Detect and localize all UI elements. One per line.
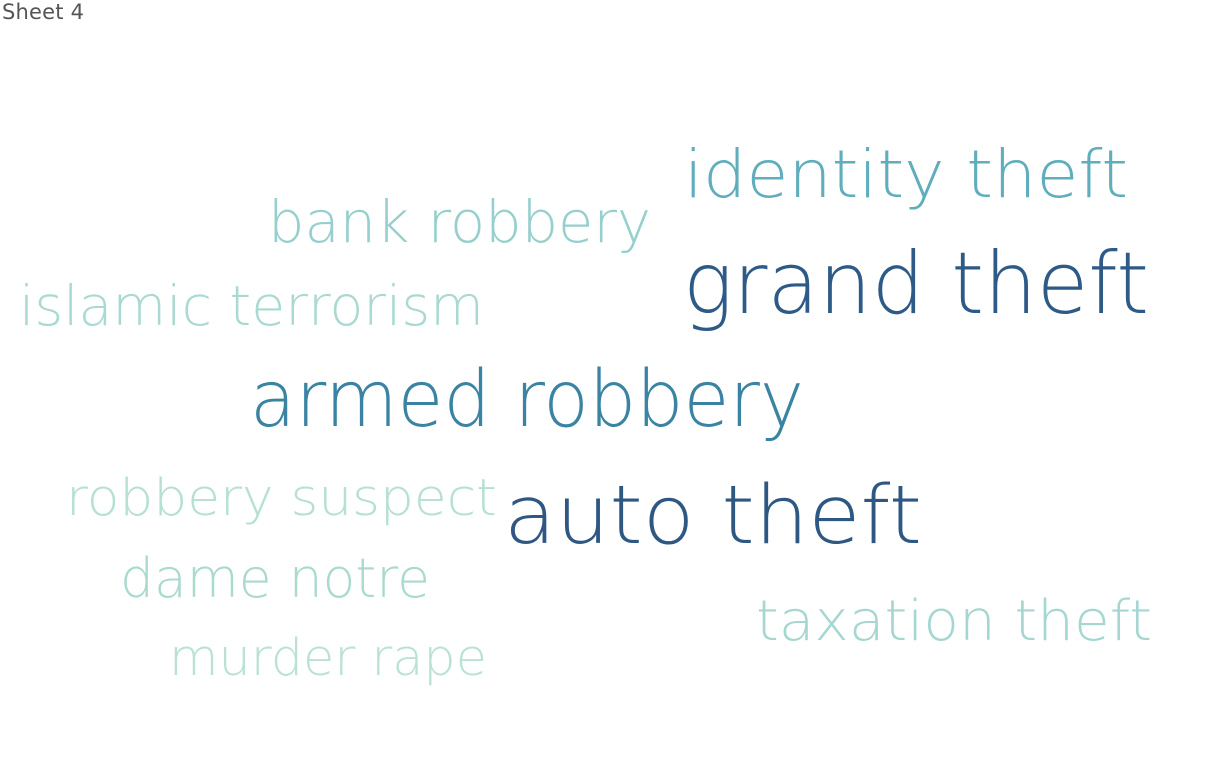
word-taxation-theft[interactable]: taxation theft: [756, 589, 1152, 654]
word-grand-theft[interactable]: grand theft: [683, 234, 1149, 334]
word-bank-robbery[interactable]: bank robbery: [268, 188, 651, 256]
word-armed-robbery[interactable]: armed robbery: [250, 355, 804, 445]
word-islamic-terrorism[interactable]: islamic terrorism: [19, 274, 484, 338]
word-auto-theft[interactable]: auto theft: [504, 469, 922, 563]
word-identity-theft[interactable]: identity theft: [684, 136, 1128, 213]
word-murder-rape[interactable]: murder rape: [169, 629, 487, 688]
word-dame-notre[interactable]: dame notre: [120, 547, 430, 610]
word-robbery-suspect[interactable]: robbery suspect: [66, 469, 497, 528]
sheet-title: Sheet 4: [2, 0, 85, 24]
